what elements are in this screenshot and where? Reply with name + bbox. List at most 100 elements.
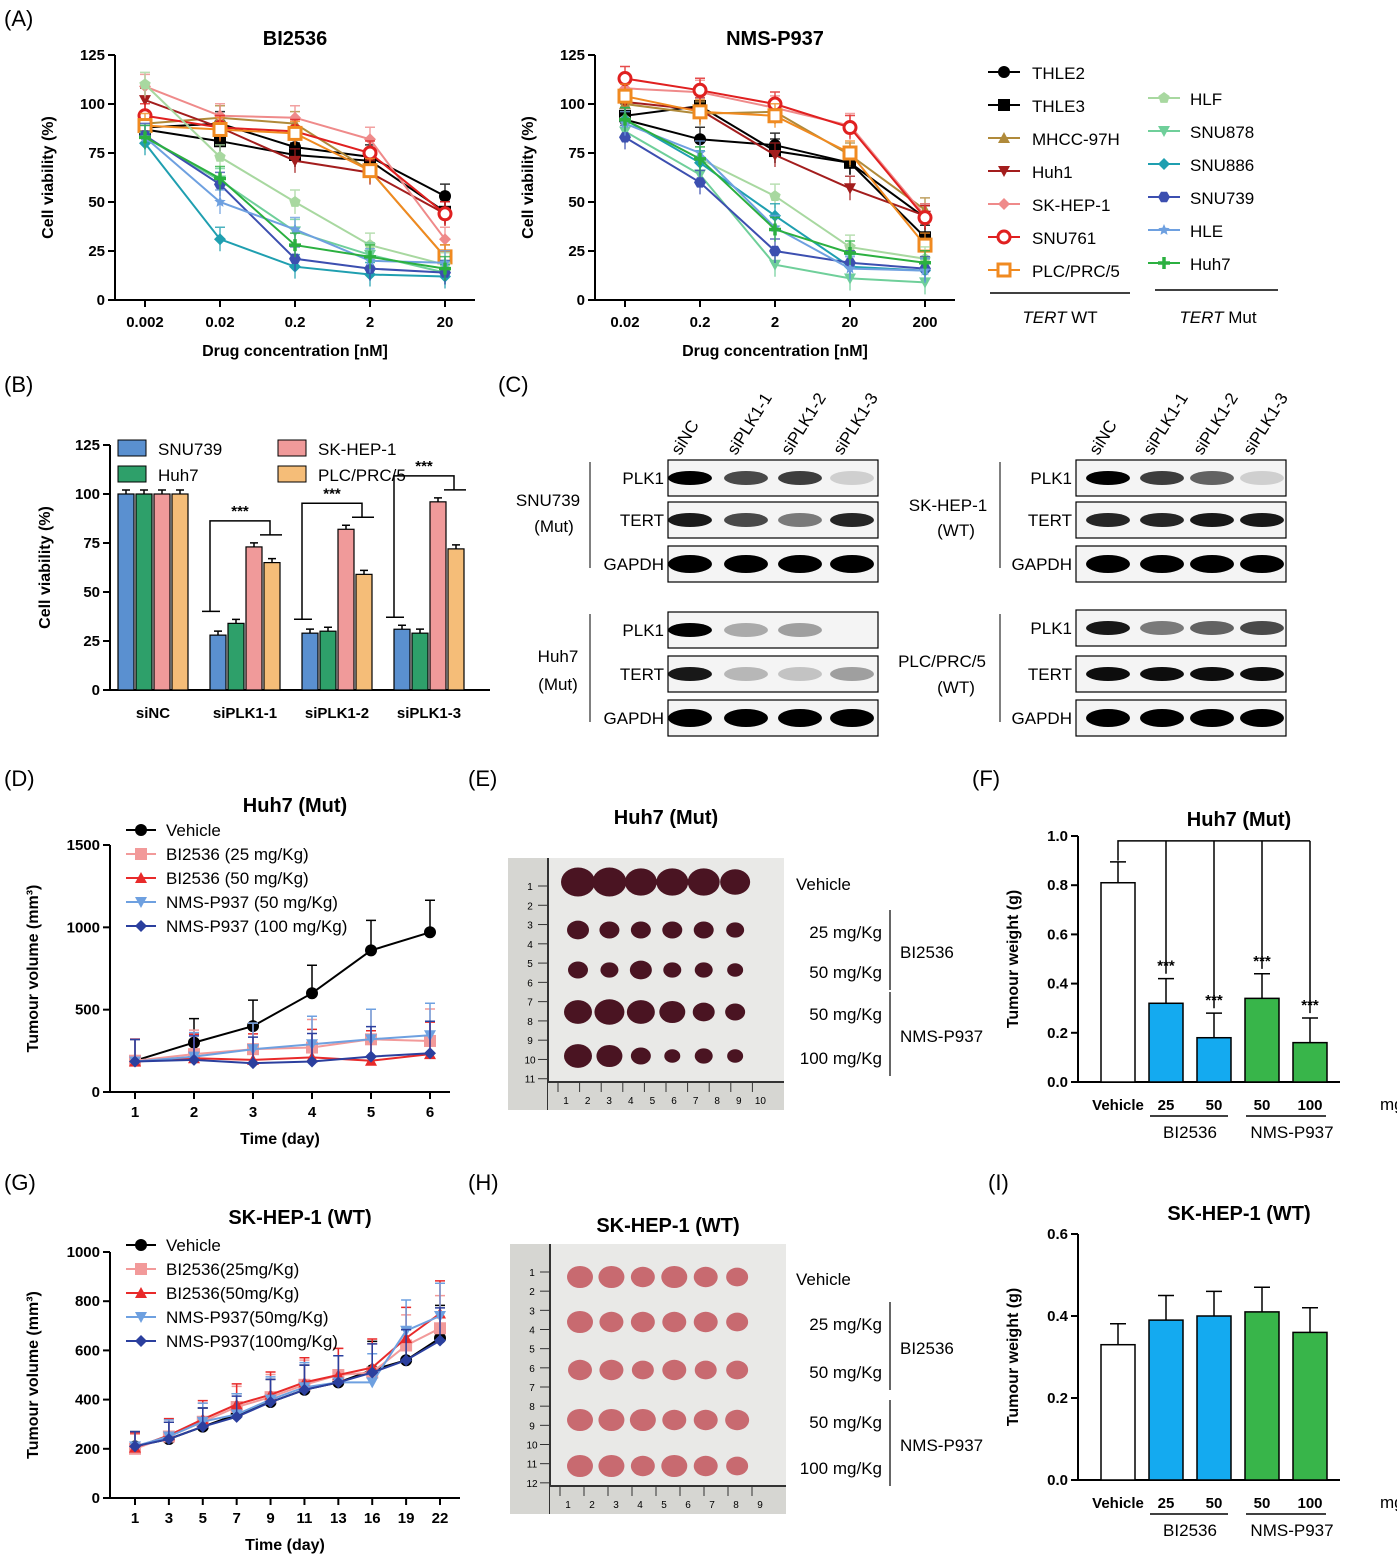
y-tick-label: 1500: [67, 837, 100, 854]
legend-marker: [998, 132, 1010, 143]
legend-entry: SK-HEP-1: [318, 440, 396, 459]
data-point: [332, 1376, 345, 1389]
data-point: [917, 210, 933, 226]
data-point: [362, 145, 378, 161]
data-point: [214, 172, 226, 185]
band: [1190, 667, 1234, 681]
data-point: [139, 95, 151, 107]
band: [668, 555, 712, 573]
panel-label-h: (H): [468, 1170, 499, 1195]
tumour: [725, 1003, 746, 1021]
tumour: [630, 921, 651, 939]
photo-background: [508, 858, 784, 1110]
lane-label: siPLK1-2: [777, 390, 830, 459]
tumour: [662, 1409, 687, 1431]
lane-label: siPLK1-3: [829, 390, 882, 459]
x-tick-label: 50: [1206, 1097, 1223, 1114]
error-bar: [140, 489, 148, 494]
legend-marker: [1158, 92, 1170, 103]
x-tick-label: 2: [190, 1104, 198, 1121]
panel-label-c: (C): [498, 372, 529, 397]
legend-marker: [1158, 191, 1170, 203]
legend-marker: [135, 897, 147, 908]
data-point: [289, 253, 301, 264]
lane-label: siPLK1-1: [1139, 390, 1192, 459]
x-tick-label: 1: [131, 1510, 139, 1527]
series-line: [134, 1339, 441, 1448]
y-tick-label: 0: [92, 682, 100, 699]
bar: [209, 634, 227, 691]
lane-label: siPLK1-1: [723, 390, 776, 459]
data-point: [424, 926, 436, 939]
blot-row-label: PLK1: [1030, 469, 1072, 488]
ruler-number: 7: [527, 998, 533, 1009]
ruler-number: 4: [637, 1500, 643, 1511]
band: [778, 471, 822, 485]
ruler-number: 3: [606, 1096, 612, 1107]
tumour: [720, 869, 751, 895]
y-tick-label: 600: [75, 1342, 100, 1359]
tumour: [629, 960, 652, 980]
data-point: [129, 1440, 141, 1453]
tumour: [687, 868, 720, 896]
bar: [319, 630, 337, 691]
ruler-number: 9: [736, 1096, 742, 1107]
data-point: [844, 246, 856, 259]
error-bar: [324, 626, 332, 632]
x-tick-label: 1: [131, 1104, 139, 1121]
bar: [171, 493, 189, 691]
bar: [1148, 1002, 1184, 1083]
row-label: Vehicle: [796, 875, 851, 894]
band: [830, 555, 874, 573]
row-label: 100 mg/Kg: [800, 1049, 882, 1068]
data-point: [139, 131, 151, 144]
bar: [1100, 881, 1136, 1083]
data-point: [919, 256, 931, 269]
significance-bracket: [202, 520, 282, 613]
band: [1086, 513, 1130, 527]
tumour: [631, 1360, 654, 1380]
legend-marker: [135, 1312, 147, 1323]
caption-rest: Mut: [1224, 308, 1257, 327]
ruler-number: 6: [529, 1364, 535, 1375]
y-tick-label: 0.4: [1047, 1308, 1069, 1325]
x-tick-label: Vehicle: [1092, 1097, 1144, 1114]
chart-title: SK-HEP-1 (WT): [1167, 1203, 1310, 1225]
chart-title: BI2536: [263, 28, 328, 50]
legend-entry: MHCC-97H: [1032, 130, 1120, 149]
tumour: [656, 868, 689, 896]
tumour: [662, 921, 683, 939]
chart-sirna-viability: 0 25 50 75 100 125 Cell viability (%) siNC siPLK…: [37, 437, 490, 722]
data-point: [844, 183, 856, 195]
x-axis-title: Drug concentration [nM]: [202, 343, 388, 360]
band: [1190, 555, 1234, 573]
legend-entry: THLE3: [1032, 97, 1085, 116]
error-bar: [1206, 1290, 1222, 1316]
legend-entry: BI2536(50mg/Kg): [166, 1284, 299, 1303]
ruler-number: 7: [709, 1500, 715, 1511]
legend-entry: BI2536(25mg/Kg): [166, 1260, 299, 1279]
legend-entry: BI2536 (25 mg/Kg): [166, 845, 309, 864]
y-tick-label: 0.0: [1047, 1472, 1068, 1489]
tumour: [596, 1044, 623, 1068]
data-point: [289, 223, 301, 235]
band: [668, 471, 712, 485]
cell-line-label: SNU739: [516, 491, 580, 510]
band: [830, 471, 874, 485]
data-point: [289, 196, 301, 207]
legend-swatch: [117, 439, 147, 457]
cell-line-label: Huh7: [538, 647, 579, 666]
x-tick-label: 50: [1206, 1495, 1223, 1512]
band: [668, 623, 712, 637]
ruler-number: 11: [525, 1075, 536, 1086]
series-line: [134, 1053, 431, 1063]
data-point: [437, 206, 453, 222]
band: [1140, 621, 1184, 635]
data-point: [289, 155, 301, 167]
ruler-number: 1: [529, 1268, 535, 1279]
error-bar: [268, 557, 276, 563]
legend-entry: Huh7: [1190, 255, 1231, 274]
legend-entry: SNU886: [1190, 156, 1254, 175]
band: [1140, 709, 1184, 727]
x-tick-label: 100: [1297, 1495, 1322, 1512]
